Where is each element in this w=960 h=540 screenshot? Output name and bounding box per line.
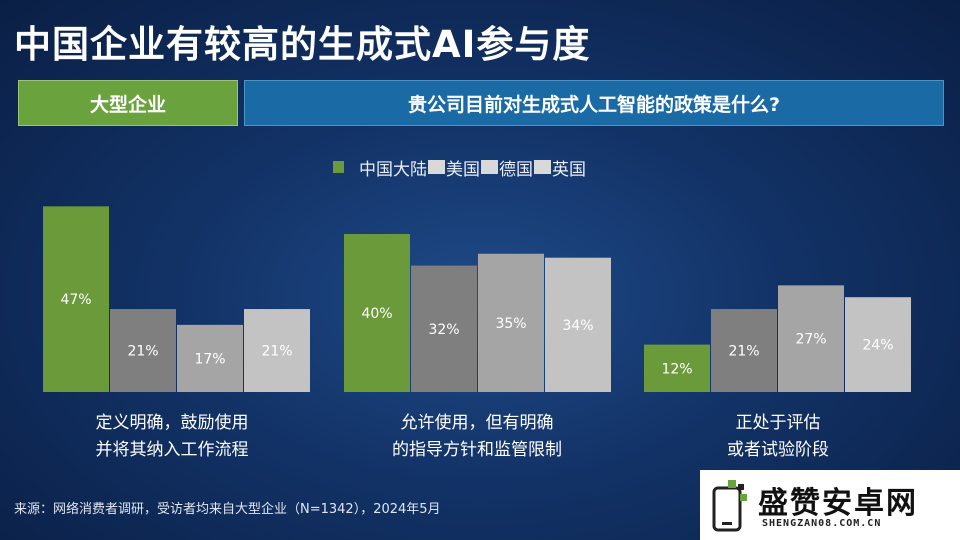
phone-icon xyxy=(712,480,747,532)
legend-item-us: 美国 xyxy=(427,155,480,180)
bar-value-label: 35% xyxy=(495,316,526,332)
bar-uk-cat3 xyxy=(845,297,911,392)
category-label-3-line-2: 或者试验阶段 xyxy=(727,440,829,460)
category-label-3-line-1: 正处于评估 xyxy=(735,413,821,433)
bar-us-cat2 xyxy=(411,265,477,392)
page-title: 中国企业有较高的生成式AI参与度 xyxy=(14,23,591,66)
legend-item-germany: 德国 xyxy=(480,155,533,180)
bar-value-label: 12% xyxy=(661,361,692,377)
bar-china-cat3 xyxy=(644,344,710,392)
watermark-url: SHENGZAN08.COM.CN xyxy=(762,518,882,529)
chart-legend: 中国大陆 美国 德国 英国 xyxy=(333,155,586,180)
watermark-text: 盛赞安卓网 xyxy=(758,486,918,521)
bar-germany-cat1 xyxy=(177,324,243,392)
legend-item-china: 中国大陆 xyxy=(333,155,427,180)
legend-swatch-uk xyxy=(534,160,551,174)
category-label-1-line-2: 并将其纳入工作流程 xyxy=(95,440,249,460)
bar-uk-cat2 xyxy=(545,257,611,392)
source-note: 来源：网络消费者调研，受访者均来自大型企业（N=1342），2024年5月 xyxy=(14,502,441,517)
legend-label-germany: 德国 xyxy=(499,159,533,180)
bar-value-label: 24% xyxy=(862,338,893,354)
legend-swatch-china xyxy=(333,161,344,173)
legend-label-uk: 英国 xyxy=(552,159,586,180)
legend-swatch-us xyxy=(428,160,445,174)
bar-china-cat1 xyxy=(43,206,109,392)
bar-value-label: 21% xyxy=(127,344,158,360)
legend-swatch-germany xyxy=(481,160,498,174)
bar-value-label: 47% xyxy=(60,292,91,308)
bar-value-label: 27% xyxy=(795,332,826,348)
category-label-1: 定义明确，鼓励使用 并将其纳入工作流程 xyxy=(42,410,302,464)
bar-us-cat3 xyxy=(711,309,777,392)
category-label-3: 正处于评估 或者试验阶段 xyxy=(648,410,908,464)
bar-value-label: 34% xyxy=(562,318,593,334)
bar-us-cat1 xyxy=(110,309,176,392)
bar-germany-cat3 xyxy=(778,285,844,392)
bar-value-label: 32% xyxy=(428,322,459,338)
legend-label-us: 美国 xyxy=(446,159,480,180)
bar-germany-cat2 xyxy=(478,253,544,392)
bar-china-cat2 xyxy=(344,234,410,392)
category-label-2: 允许使用，但有明确 的指导方针和监管限制 xyxy=(347,410,607,464)
bar-value-label: 21% xyxy=(261,344,292,360)
segment-tag: 大型企业 xyxy=(18,80,238,126)
category-label-2-line-1: 允许使用，但有明确 xyxy=(400,413,554,433)
bar-uk-cat1 xyxy=(244,309,310,392)
bar-value-label: 21% xyxy=(728,344,759,360)
survey-question: 贵公司目前对生成式人工智能的政策是什么? xyxy=(244,80,944,126)
bar-value-label: 40% xyxy=(361,306,392,322)
legend-label-china: 中国大陆 xyxy=(359,159,427,180)
category-label-2-line-2: 的指导方针和监管限制 xyxy=(392,440,562,460)
bar-value-label: 17% xyxy=(194,351,225,367)
legend-item-uk: 英国 xyxy=(533,155,586,180)
category-label-1-line-1: 定义明确，鼓励使用 xyxy=(95,413,249,433)
watermark-logo: 盛赞安卓网 SHENGZAN08.COM.CN xyxy=(700,470,960,540)
